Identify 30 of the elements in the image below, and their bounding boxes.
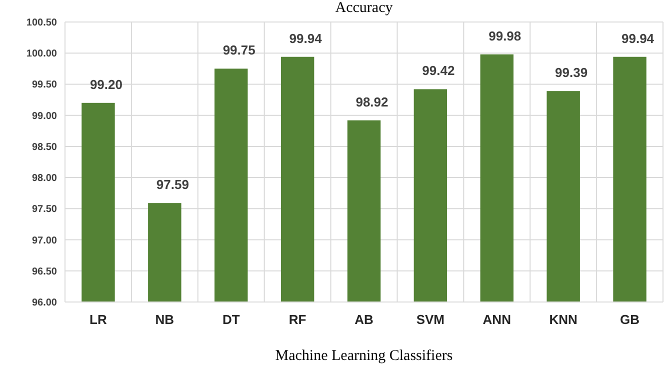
y-tick-label: 96.00 bbox=[32, 298, 58, 308]
x-tick-label: SVM bbox=[416, 312, 445, 327]
x-tick-label: AB bbox=[354, 312, 374, 327]
y-tick-label: 98.50 bbox=[32, 142, 58, 153]
data-label: 99.20 bbox=[90, 76, 122, 92]
x-tick-label: GB bbox=[620, 312, 640, 327]
data-label: 99.98 bbox=[488, 28, 522, 44]
x-tick-label: ANN bbox=[482, 312, 511, 327]
data-label: 99.39 bbox=[555, 65, 588, 80]
x-tick-label: DT bbox=[222, 312, 240, 327]
y-tick-label: 97.50 bbox=[32, 204, 58, 216]
y-tick-label: 96.50 bbox=[32, 266, 58, 278]
y-tick-label: 100.00 bbox=[26, 48, 58, 60]
x-tick-label: NB bbox=[155, 312, 174, 327]
x-tick-label: KNN bbox=[549, 312, 578, 327]
x-axis-title: Machine Learning Classifiers bbox=[275, 348, 453, 364]
y-tick-label: 100.50 bbox=[26, 18, 58, 28]
x-tick-label: RF bbox=[288, 312, 306, 327]
data-label: 98.92 bbox=[356, 94, 388, 110]
y-tick-label: 98.00 bbox=[32, 173, 58, 184]
data-label: 99.94 bbox=[289, 30, 323, 46]
y-tick-label: 99.00 bbox=[32, 110, 58, 122]
chart-title: Accuracy bbox=[335, 0, 394, 16]
x-tick-label: LR bbox=[90, 312, 108, 327]
data-label: 97.59 bbox=[156, 177, 189, 192]
data-label: 99.75 bbox=[222, 42, 256, 58]
data-label: 99.94 bbox=[622, 30, 655, 46]
y-tick-label: 97.00 bbox=[32, 235, 58, 246]
y-tick-label: 99.50 bbox=[32, 80, 58, 91]
data-label: 99.42 bbox=[422, 63, 455, 78]
